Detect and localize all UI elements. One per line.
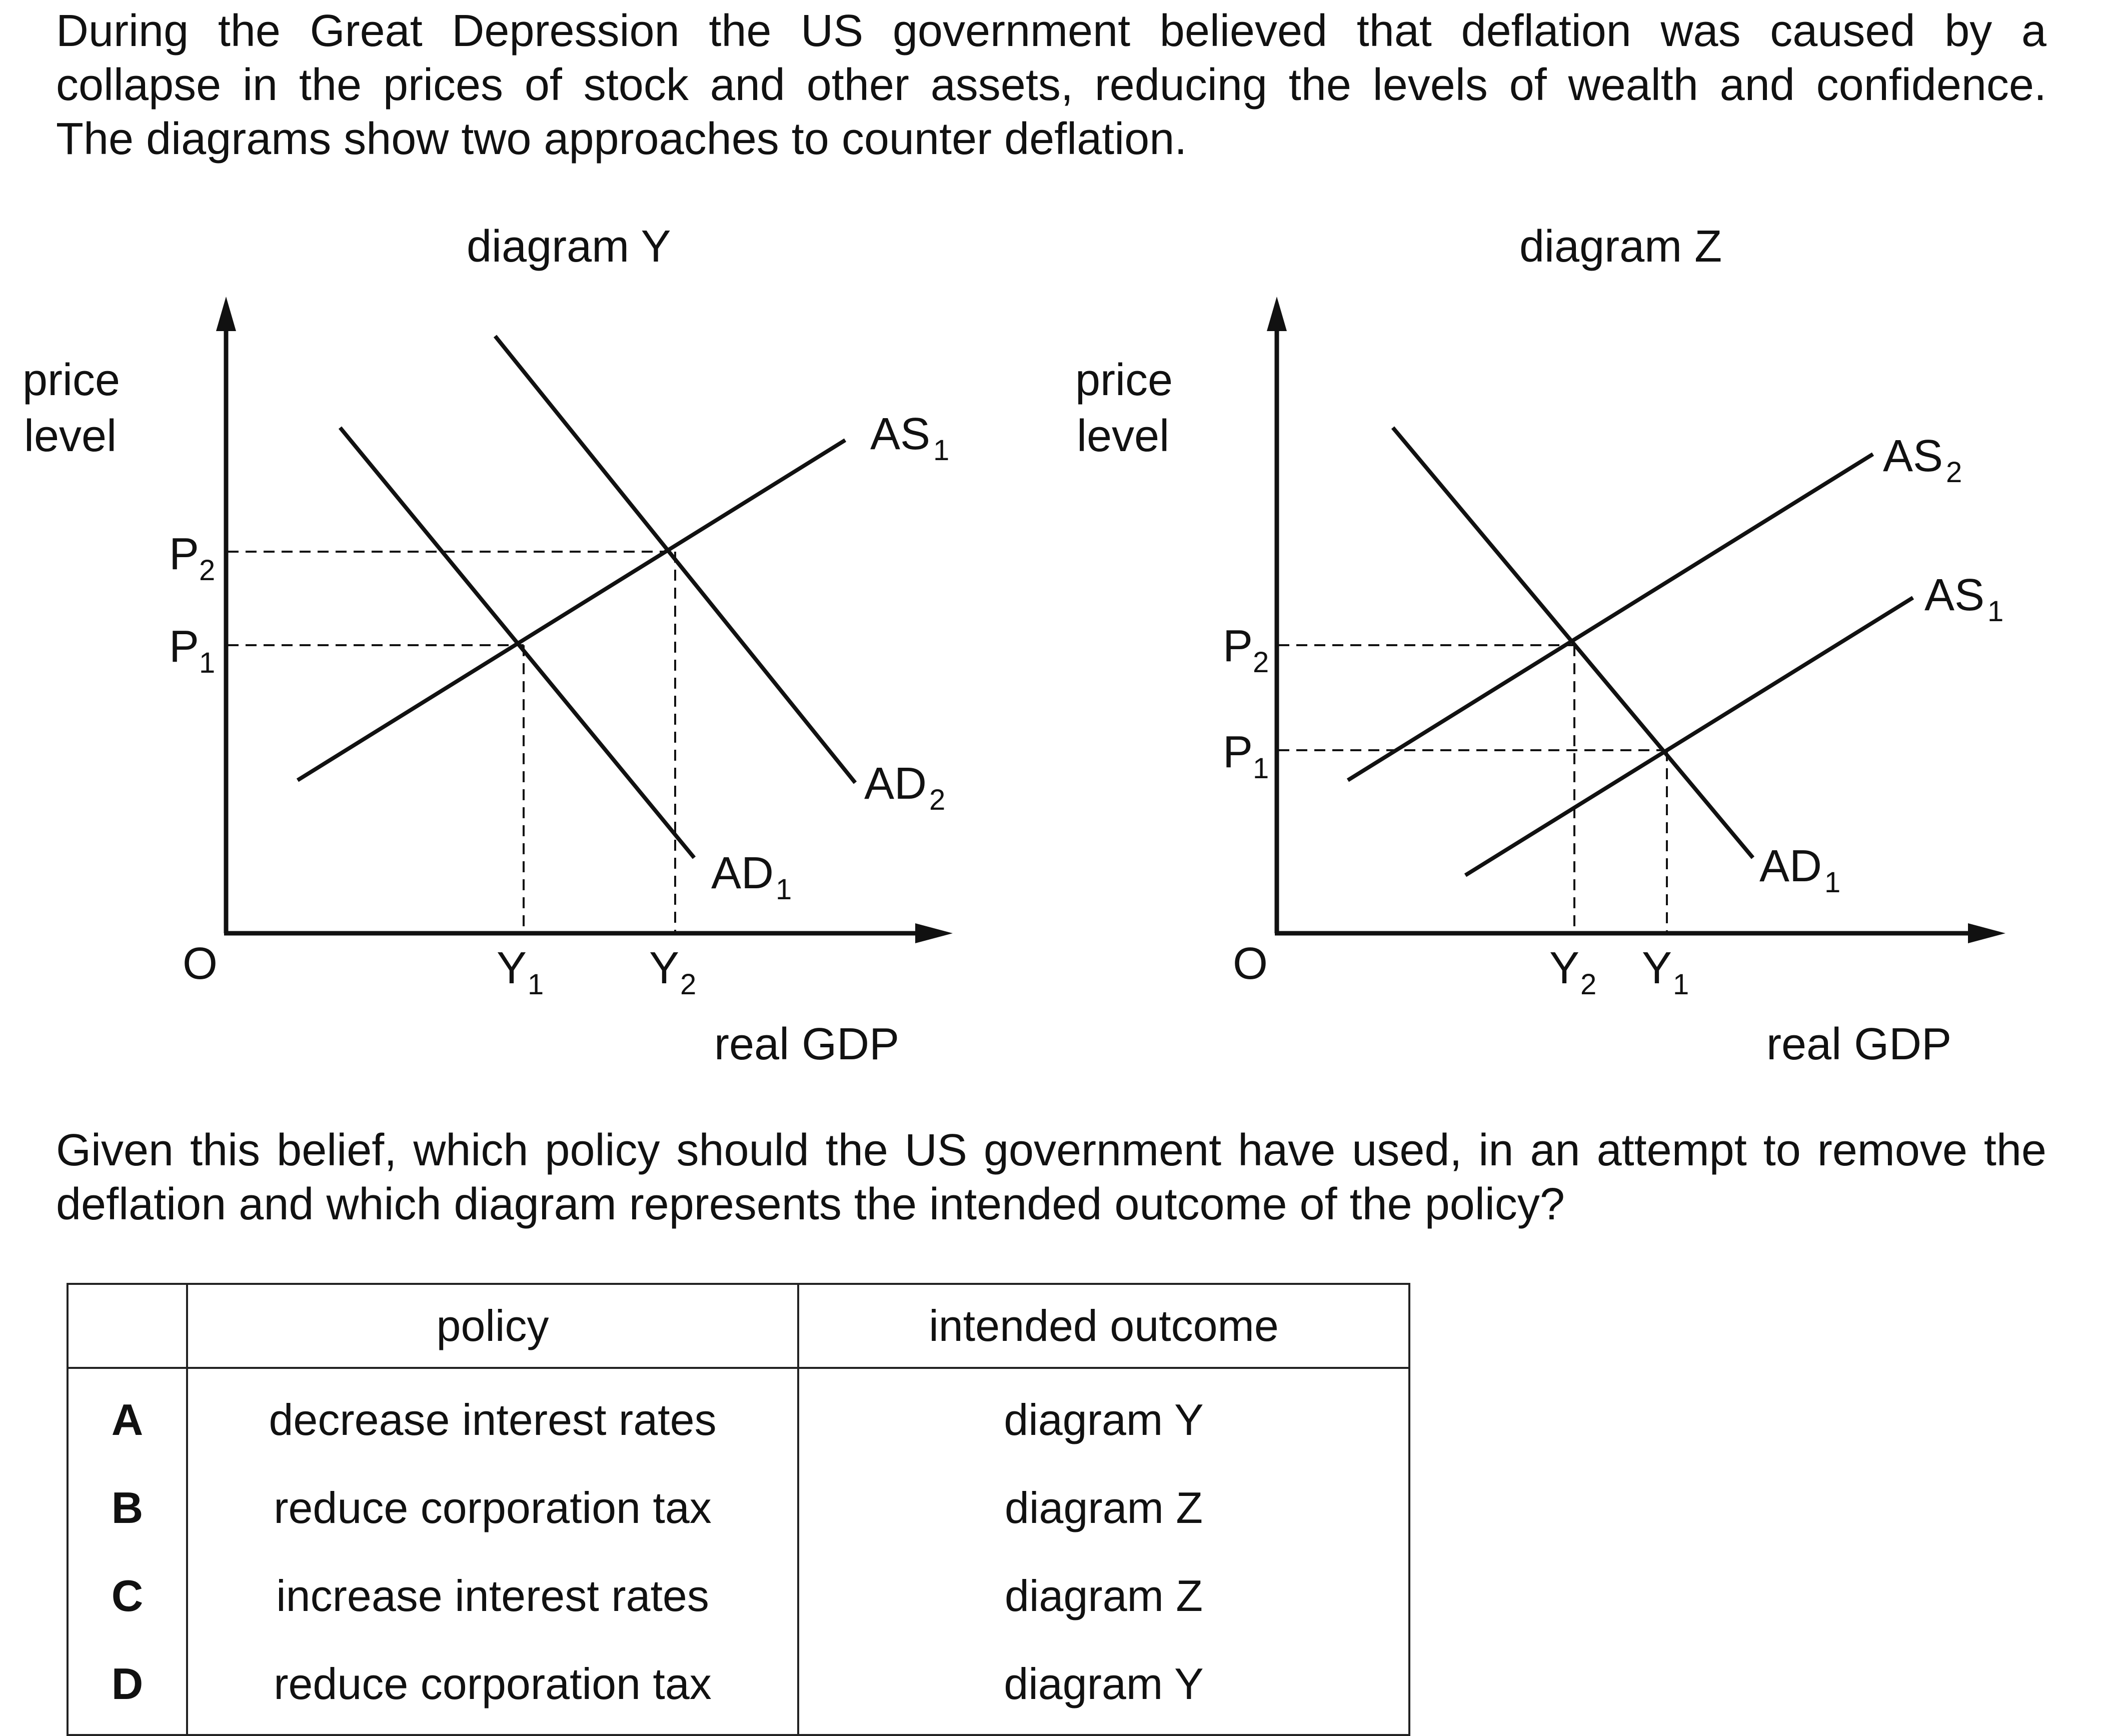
option-outcome-d: diagram Y [1004,1659,1204,1708]
diagram-y-y2-sub: 2 [680,968,696,1001]
option-key-b[interactable]: B [111,1483,144,1532]
option-policy-b: reduce corporation tax [274,1483,712,1532]
diagram-z-as2-sub: 2 [1946,456,1962,489]
diagram-z-p2-label: P [1223,621,1253,671]
diagram-y-ad2-label: AD [864,759,927,809]
diagram-y-origin: O [183,939,218,989]
option-outcome-b: diagram Z [1004,1483,1203,1532]
diagram-y-as1-label: AS [870,409,930,459]
diagram-y-y-arrow [216,297,236,331]
diagrams: .t { font-family: "Liberation Sans", "De… [23,222,2005,1069]
diagram-z-y2-label: Y [1549,943,1579,993]
options-table-body: A B C D decrease interest rates reduce c… [67,1367,1410,1736]
diagram-z-as2-curve [1346,452,1874,782]
diagram-y-ylabel-2: level [24,411,117,461]
question-text: Given this belief, which policy should t… [56,1123,2046,1231]
diagram-y-x-arrow [915,923,953,943]
diagram-y-y1-label: Y [497,943,527,993]
diagram-z-y-arrow [1267,297,1287,331]
option-keys: A B C D [67,1367,188,1736]
diagram-z-y1-sub: 1 [1673,968,1689,1001]
diagram-z-ad1-curve [1391,426,1755,859]
options-table: policy intended outcome A B C D decrease… [67,1283,1410,1736]
diagram-y-as1-curve [296,438,847,782]
question-line-2: deflation and which diagram represents t… [56,1179,1565,1229]
option-outcome-c: diagram Z [1004,1571,1203,1620]
intro-line-2: collapse in the prices of stock and othe… [56,60,2046,110]
diagram-z-title: diagram Z [1519,222,1722,272]
diagram-z: diagram Z price level O P 2 P 1 Y 2 Y 1 … [1075,222,2005,1069]
diagram-y-y1-sub: 1 [528,968,544,1001]
diagram-z-as1-curve [1464,596,1914,877]
option-policy-a: decrease interest rates [269,1395,717,1444]
diagram-z-p1-sub: 1 [1253,752,1269,785]
diagram-y-xlabel: real GDP [714,1019,899,1069]
diagram-z-as2-label: AS [1883,431,1943,481]
diagram-y-ylabel-1: price [23,355,120,405]
diagram-z-ad1-label: AD [1759,841,1822,891]
diagram-z-ylabel-2: level [1077,411,1169,461]
diagram-z-p1-label: P [1223,727,1253,777]
diagram-y-ad1-label: AD [711,848,774,898]
header-policy: policy [186,1283,799,1369]
intro-line-3: The diagrams show two approaches to coun… [56,114,1187,164]
diagram-z-ad1-sub: 1 [1824,866,1840,899]
diagram-y-p2-sub: 2 [199,554,215,587]
diagram-y-p2-label: P [169,529,199,579]
diagram-y-p1-sub: 1 [199,647,215,679]
intro-text: During the Great Depression the US gover… [56,4,2046,166]
diagram-z-y1-label: Y [1642,943,1672,993]
diagram-z-origin: O [1233,939,1268,989]
diagram-z-as1-sub: 1 [1987,595,2003,628]
diagram-y-ad1-curve [338,426,696,859]
header-outcome: intended outcome [797,1283,1410,1369]
question-line-1: Given this belief, which policy should t… [56,1125,2046,1175]
option-policies: decrease interest rates reduce corporati… [186,1367,799,1736]
option-key-d[interactable]: D [111,1659,144,1708]
diagram-y-title: diagram Y [467,222,671,272]
diagram-y-ad2-curve [493,335,857,784]
diagram-y-p1-label: P [169,622,199,672]
option-outcome-a: diagram Y [1004,1395,1204,1444]
option-outcomes: diagram Y diagram Z diagram Z diagram Y [797,1367,1410,1736]
option-key-c[interactable]: C [111,1571,144,1620]
diagram-z-as1-label: AS [1924,570,1984,620]
option-policy-d: reduce corporation tax [274,1659,712,1708]
diagram-z-ylabel-1: price [1075,355,1173,405]
intro-line-1: During the Great Depression the US gover… [56,6,2046,56]
header-key-cell [67,1283,188,1369]
diagram-y-ad1-sub: 1 [776,873,792,906]
option-key-a[interactable]: A [111,1395,144,1444]
diagram-z-p2-sub: 2 [1253,646,1269,679]
diagram-z-y2-sub: 2 [1580,968,1596,1001]
diagram-y-ad2-sub: 2 [929,784,945,816]
diagram-y-y2-label: Y [649,943,679,993]
options-table-header: policy intended outcome [67,1283,1410,1369]
diagram-y-as1-sub: 1 [933,434,949,467]
diagram-z-x-arrow [1968,923,2005,943]
diagram-z-xlabel: real GDP [1766,1019,1951,1069]
option-policy-c: increase interest rates [276,1571,709,1620]
diagram-y: diagram Y price level O P 2 P 1 Y 1 Y 2 … [23,222,953,1069]
